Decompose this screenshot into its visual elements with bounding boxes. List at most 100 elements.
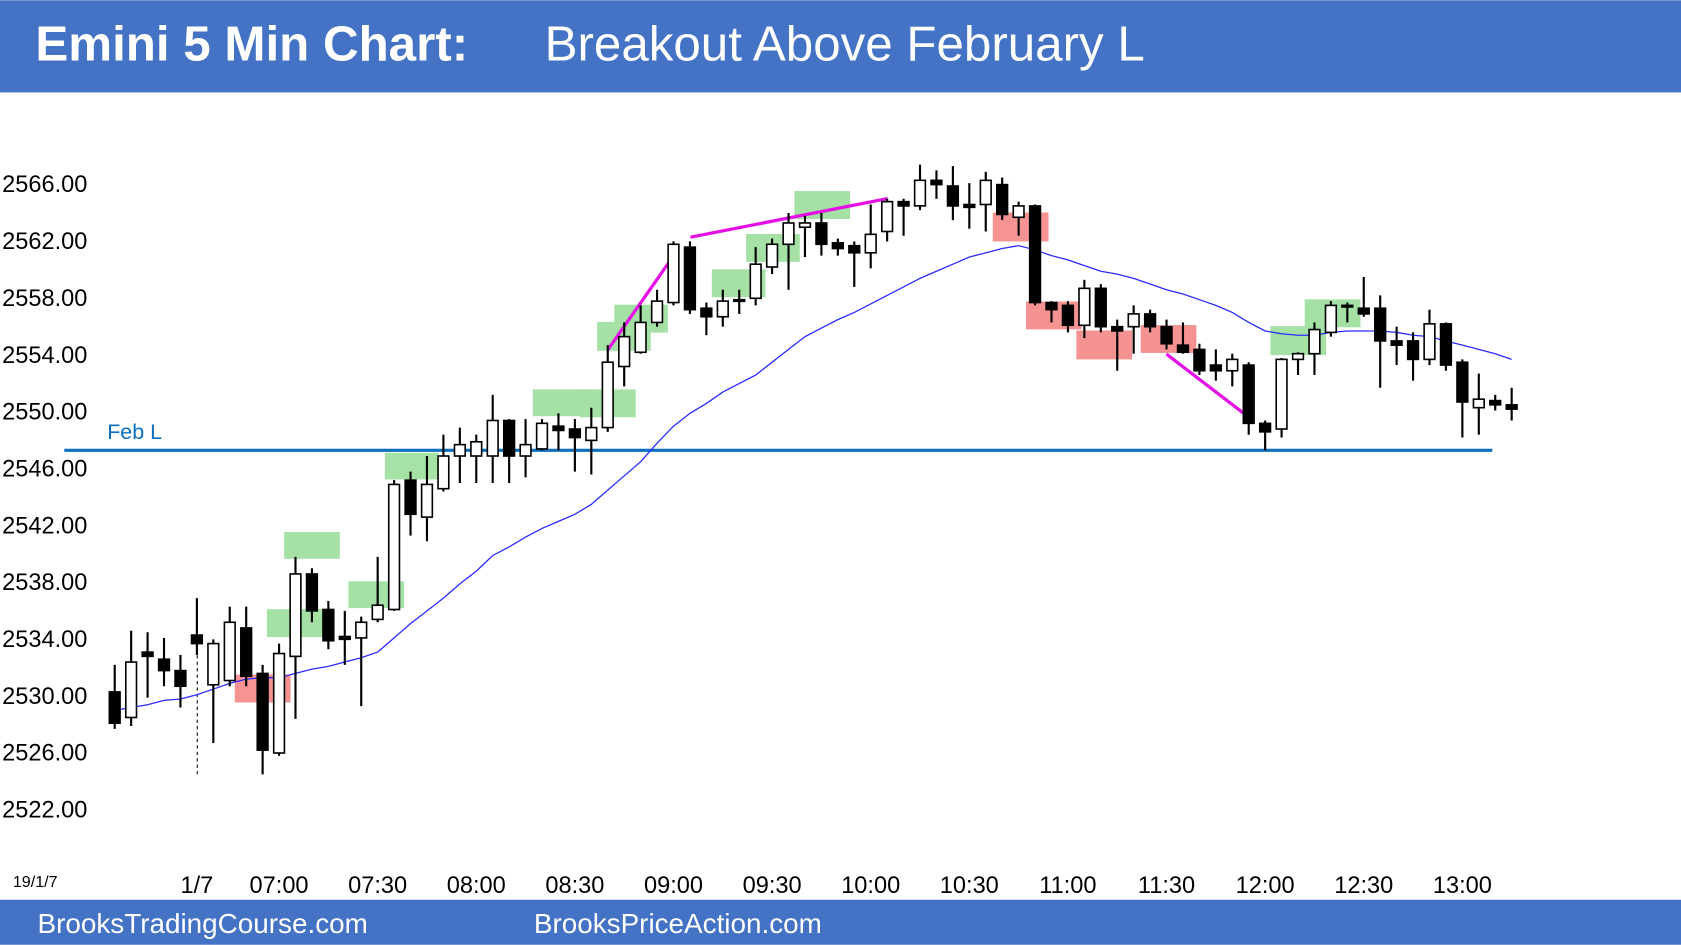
x-tick-label: 12:30 — [1334, 872, 1393, 898]
candle-body-up — [223, 621, 236, 682]
candle-body-down — [1045, 301, 1058, 311]
moving-average — [114, 244, 1512, 712]
candle-body-down — [700, 307, 713, 318]
highlights — [234, 191, 1361, 703]
y-tick-label: 2550.00 — [2, 399, 87, 425]
candle-body-up — [1127, 313, 1140, 328]
candle-body-up — [880, 200, 894, 233]
candle-body-down — [1028, 205, 1042, 304]
x-tick-label: 08:00 — [447, 872, 506, 898]
x-tick-label: 07:30 — [348, 872, 407, 898]
candle-body-up — [1324, 304, 1338, 334]
y-tick-label: 2562.00 — [2, 228, 87, 254]
candle-body-up — [387, 483, 401, 611]
candle-body-up — [1291, 352, 1305, 361]
candle-body-up — [782, 222, 795, 246]
candle-body-up — [519, 443, 532, 457]
candle-body-up — [1012, 205, 1025, 219]
candle-body-up — [289, 573, 302, 658]
footer-left: BrooksTradingCourse.com — [38, 908, 368, 939]
candle-body-down — [404, 479, 417, 516]
candle-body-down — [240, 627, 253, 678]
candle-body-up — [733, 298, 746, 303]
candle-body-up — [601, 361, 614, 429]
candle-body-down — [1374, 307, 1387, 342]
candle-body-up — [864, 233, 877, 254]
candle-body-down — [190, 634, 204, 645]
y-tick-label: 2522.00 — [2, 796, 87, 822]
y-tick-label: 2558.00 — [2, 285, 87, 311]
candle-body-up — [535, 422, 549, 450]
candle-body-up — [1275, 358, 1288, 430]
trend-lines — [606, 197, 1246, 416]
candle-body-down — [157, 658, 171, 672]
bull-highlight — [384, 452, 439, 480]
candle-body-down — [141, 651, 154, 658]
candle-body-up — [634, 321, 647, 354]
candle-body-down — [930, 179, 943, 186]
candle-body-up — [618, 335, 631, 368]
x-tick-label: 11:00 — [1039, 872, 1096, 898]
candle-body-down — [1242, 364, 1255, 425]
candle-body-up — [486, 419, 499, 457]
x-tick-label: 12:00 — [1236, 872, 1295, 898]
y-tick-label: 2542.00 — [2, 512, 87, 538]
candle-body-down — [1193, 348, 1206, 372]
y-tick-label: 2566.00 — [2, 171, 87, 197]
x-tick-label: 09:00 — [644, 872, 703, 898]
candle-body-down — [1094, 287, 1107, 328]
footer-right: BrooksPriceAction.com — [534, 908, 822, 939]
y-tick-label: 2534.00 — [2, 626, 87, 652]
candle-body-down — [1406, 340, 1420, 361]
y-tick-label: 2546.00 — [2, 455, 87, 481]
candle-body-down — [338, 635, 351, 641]
candle-body-up — [1078, 287, 1091, 327]
x-tick-label: 08:30 — [545, 872, 604, 898]
candle-body-down — [322, 608, 335, 642]
candle-body-down — [1390, 340, 1403, 346]
date-label: 19/1/7 — [13, 873, 58, 891]
candle-body-down — [1061, 304, 1075, 327]
candle-body-up — [979, 179, 992, 206]
bull-highlight — [532, 389, 589, 417]
candle-body-down — [683, 246, 697, 311]
candle-body-up — [749, 263, 762, 300]
candle-body-up — [1226, 358, 1239, 372]
candle-body-down — [1489, 399, 1502, 406]
candle-body-down — [1258, 422, 1272, 433]
x-tick-label: 09:30 — [743, 872, 802, 898]
wedge-line — [606, 259, 672, 351]
bull-highlight — [284, 531, 340, 559]
candle-body-up — [585, 426, 598, 442]
candle-body-up — [1423, 323, 1436, 361]
candle-body-up — [272, 652, 286, 754]
candle-body-up — [667, 243, 680, 304]
candle-body-down — [1143, 313, 1157, 328]
candle-body-up — [716, 300, 729, 318]
candle-body-down — [108, 691, 121, 724]
candle-body-up — [470, 440, 483, 457]
candle-body-down — [256, 672, 269, 751]
level-label: Feb L — [107, 420, 162, 444]
footer-bar — [0, 899, 1681, 945]
candle-body-down — [174, 669, 187, 688]
x-tick-label: 10:00 — [841, 872, 900, 898]
candle-body-down — [1357, 307, 1370, 315]
candle-body-down — [552, 425, 565, 432]
candle-body-down — [568, 428, 582, 439]
candle-body-up — [765, 243, 779, 268]
candle-body-down — [897, 200, 910, 207]
y-tick-label: 2554.00 — [2, 342, 87, 368]
x-tick-label: 10:30 — [940, 872, 999, 898]
bear-highlight — [1076, 330, 1133, 360]
candle-body-down — [1341, 304, 1354, 308]
candle-body-down — [1505, 404, 1518, 410]
header-bar — [0, 0, 1681, 93]
candle-body-up — [124, 661, 138, 719]
candle-body-up — [1308, 328, 1321, 355]
candle-body-up — [1472, 398, 1485, 409]
candle-body-down — [1111, 325, 1124, 332]
candle-body-up — [420, 483, 434, 518]
chart-title: Emini 5 Min Chart: — [35, 16, 468, 71]
